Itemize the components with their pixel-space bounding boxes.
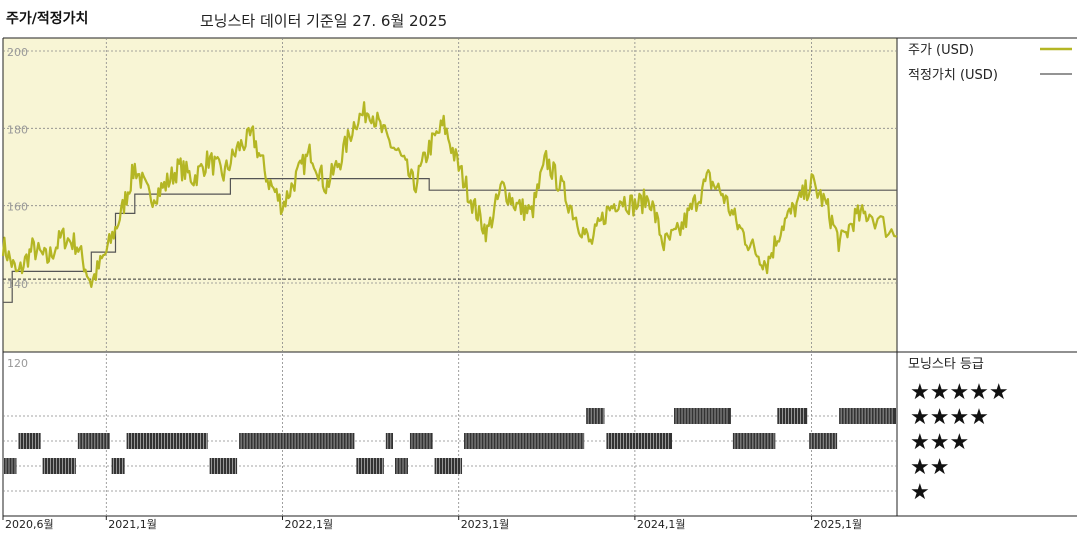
rating-segment (586, 408, 605, 424)
rating-segment (4, 458, 17, 474)
y-tick-label-lower: 120 (7, 357, 28, 370)
rating-bar (839, 408, 896, 424)
y-tick-labels: 200 180 160 140 120 (7, 46, 28, 370)
y-tick-label: 140 (7, 278, 28, 291)
x-tick-label: 2022,1월 (284, 518, 333, 531)
rating-history (4, 408, 896, 474)
rating-segment (777, 408, 808, 424)
rating-segment (674, 408, 731, 424)
rating-bar (606, 433, 673, 449)
price-series (1, 101, 898, 288)
rating-segment (42, 458, 76, 474)
rating-segment (409, 433, 433, 449)
rating-bar (42, 458, 76, 474)
chart-header: 주가/적정가치 모닝스타 데이터 기준일 27. 6월 2025 (0, 0, 1080, 36)
rating-bar (777, 408, 808, 424)
rating-segment (395, 458, 408, 474)
fair-value-series (3, 178, 897, 303)
rating-bar (409, 433, 433, 449)
rating-segment (126, 433, 208, 449)
rating-bar (4, 458, 17, 474)
rating-label-3: ★★★ (910, 430, 969, 455)
rating-bar (111, 458, 125, 474)
rating-segment (356, 458, 384, 474)
y-tick-label: 200 (7, 46, 28, 59)
y-tick-label: 180 (7, 123, 28, 136)
x-tick-label: 2020,6월 (5, 518, 54, 531)
rating-label-5: ★★★★★ (910, 380, 1009, 405)
rating-segment (809, 433, 838, 449)
rating-label-4: ★★★★ (910, 405, 989, 430)
rating-title: 모닝스타 등급 (908, 357, 984, 372)
y-tick-label: 160 (7, 201, 28, 214)
rating-segment (732, 433, 776, 449)
x-tick-label: 2023,1월 (461, 518, 510, 531)
rating-bar (732, 433, 776, 449)
rating-segment (385, 433, 394, 449)
fair-value-line (3, 178, 897, 303)
x-tick-label: 2025,1월 (814, 518, 863, 531)
data-date-subtitle: 모닝스타 데이터 기준일 27. 6월 2025 (200, 12, 448, 30)
rating-label-1: ★ (910, 480, 930, 505)
rating-label-2: ★★ (910, 455, 949, 480)
legend-fair-value-label: 적정가치 (USD) (908, 68, 998, 83)
rating-segment (209, 458, 238, 474)
rating-bar (674, 408, 731, 424)
chart-title: 주가/적정가치 (6, 11, 89, 27)
x-tick-label: 2024,1월 (637, 518, 686, 531)
rating-bar (464, 433, 585, 449)
legend-price-label: 주가 (USD) (908, 43, 974, 58)
rating-segment (464, 433, 585, 449)
price-line (1, 101, 898, 288)
rating-bar (395, 458, 408, 474)
rating-segment (111, 458, 125, 474)
rating-segment (434, 458, 463, 474)
price-panel-background (3, 38, 897, 352)
rating-segment (839, 408, 896, 424)
rating-segment (239, 433, 355, 449)
rating-segment (77, 433, 110, 449)
x-tick-labels: 2020,6월 2021,1월 2022,1월 2023,1월 2024,1월 2025,… (2, 516, 863, 531)
rating-bar (586, 408, 605, 424)
rating-segment (18, 433, 41, 449)
rating-bar (126, 433, 208, 449)
rating-bar (385, 433, 394, 449)
rating-segment (606, 433, 673, 449)
x-tick-label: 2021,1월 (108, 518, 157, 531)
